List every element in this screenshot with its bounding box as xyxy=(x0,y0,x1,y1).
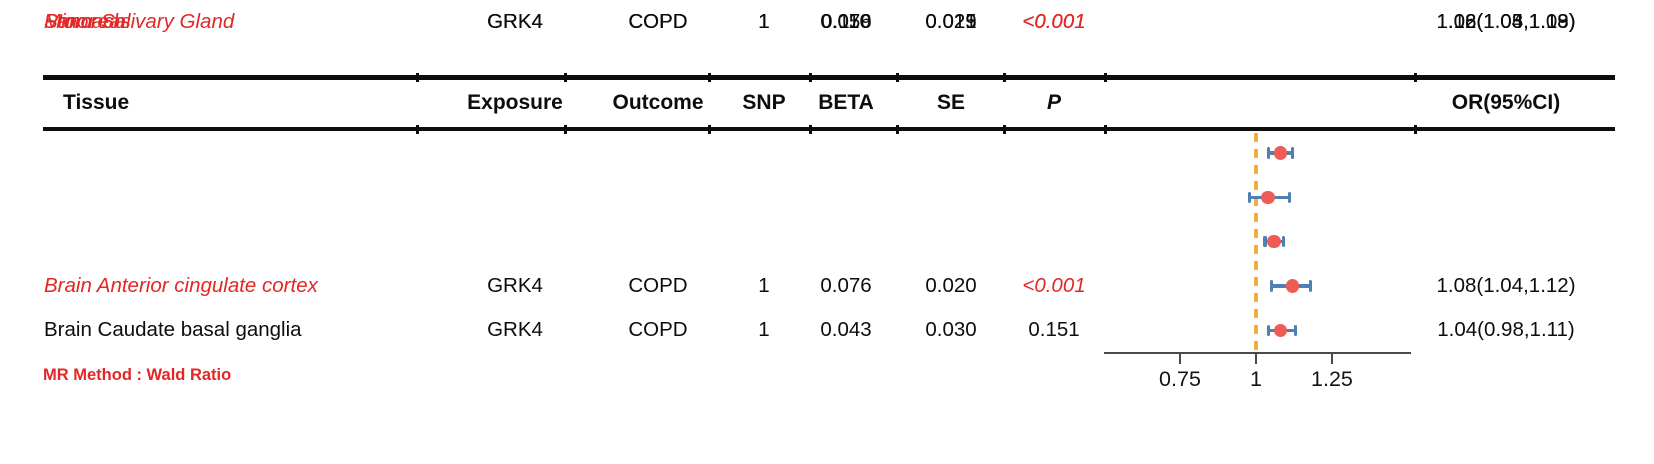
column-boundary-tick xyxy=(708,124,711,134)
snp-cell: 1 xyxy=(758,273,770,297)
se-cell: 0.015 xyxy=(925,10,977,33)
table-top-rule xyxy=(43,75,1615,80)
confidence-interval-cap xyxy=(1248,191,1252,204)
exposure-cell: GRK4 xyxy=(487,10,543,33)
or-ci-cell: 1.08(1.04,1.12) xyxy=(1436,273,1576,297)
p-value-cell: 0.151 xyxy=(1028,318,1080,342)
tissue-cell: Pancreas xyxy=(44,10,131,33)
x-axis-tick-label: 0.75 xyxy=(1159,367,1201,391)
confidence-interval-cap xyxy=(1309,280,1313,292)
outcome-cell: COPD xyxy=(628,10,688,33)
table-row: Minor Salivary Gland GRK4 COPD 1 0.056 0… xyxy=(0,0,1654,44)
x-axis-tick xyxy=(1330,352,1333,364)
p-value-cell: <0.001 xyxy=(1022,10,1086,33)
odds-ratio-point xyxy=(1273,323,1288,338)
column-boundary-tick xyxy=(708,73,711,82)
column-boundary-tick xyxy=(1414,124,1417,134)
se-cell: 0.029 xyxy=(925,10,977,33)
exposure-cell: GRK4 xyxy=(487,10,543,33)
tissue-cell: Minor Salivary Gland xyxy=(44,10,235,33)
table-row: Stomach GRK4 COPD 1 0.079 0.021 <0.001 1… xyxy=(0,0,1654,44)
header-tissue: Tissue xyxy=(63,91,130,114)
column-boundary-tick xyxy=(416,73,419,82)
beta-cell: 0.056 xyxy=(820,10,872,33)
x-axis-tick xyxy=(1178,352,1181,364)
beta-cell: 0.043 xyxy=(820,318,872,342)
header-beta: BETA xyxy=(818,91,874,114)
x-axis-tick-label: 1.25 xyxy=(1311,367,1353,391)
header-bottom-rule xyxy=(43,127,1615,131)
beta-cell: 0.110 xyxy=(821,10,871,33)
or-ci-cell: 1.08(1.04,1.13) xyxy=(1436,10,1576,33)
column-boundary-tick xyxy=(896,124,899,134)
outcome-cell: COPD xyxy=(628,273,688,297)
column-boundary-tick xyxy=(416,124,419,134)
header-p: P xyxy=(1046,91,1062,114)
table-row: Pancreas GRK4 COPD 1 0.110 0.029 <0.001 … xyxy=(0,0,1654,44)
snp-cell: 1 xyxy=(758,10,770,33)
x-axis-tick xyxy=(1254,352,1257,364)
exposure-cell: GRK4 xyxy=(487,10,543,33)
or-ci-cell: 1.06(1.03,1.09) xyxy=(1436,10,1576,33)
outcome-cell: COPD xyxy=(628,10,688,33)
outcome-cell: COPD xyxy=(628,10,688,33)
column-boundary-tick xyxy=(809,124,812,134)
column-boundary-tick xyxy=(564,73,567,82)
table-row: Brain Caudate basal ganglia GRK4 COPD 1 … xyxy=(0,308,1654,352)
column-boundary-tick xyxy=(896,73,899,82)
confidence-interval-cap xyxy=(1266,324,1270,337)
odds-ratio-point xyxy=(1285,279,1300,293)
forest-plot-panel: 0.75 1 1.25 xyxy=(1104,131,1411,411)
confidence-interval-cap xyxy=(1263,235,1267,248)
confidence-interval-cap xyxy=(1266,147,1270,159)
or-ci-cell: 1.04(0.98,1.11) xyxy=(1437,318,1575,342)
odds-ratio-point xyxy=(1261,190,1275,205)
header-outcome: Outcome xyxy=(612,91,704,114)
column-boundary-tick xyxy=(1104,124,1107,134)
outcome-cell: COPD xyxy=(628,318,688,342)
snp-cell: 1 xyxy=(758,318,770,342)
header-se: SE xyxy=(936,91,966,114)
header-or-ci: OR(95%CI) xyxy=(1451,91,1561,114)
se-cell: 0.020 xyxy=(925,273,977,297)
reference-line xyxy=(1254,133,1258,354)
se-cell: 0.030 xyxy=(925,318,977,342)
exposure-cell: GRK4 xyxy=(487,273,543,297)
tissue-cell: Stomach xyxy=(44,10,125,33)
tissue-cell: Brain Anterior cingulate cortex xyxy=(44,273,318,297)
column-boundary-tick xyxy=(1003,73,1006,82)
snp-cell: 1 xyxy=(758,10,770,33)
confidence-interval-cap xyxy=(1269,280,1273,292)
beta-cell: 0.076 xyxy=(820,273,872,297)
table-row: Brain Anterior cingulate cortex GRK4 COP… xyxy=(0,264,1654,308)
confidence-interval-cap xyxy=(1287,191,1291,204)
snp-cell: 1 xyxy=(758,10,770,33)
confidence-interval-cap xyxy=(1290,147,1295,159)
beta-cell: 0.079 xyxy=(820,10,872,33)
column-boundary-tick xyxy=(809,73,812,82)
x-axis-tick-label: 1 xyxy=(1249,367,1262,391)
column-boundary-tick xyxy=(564,124,567,134)
or-ci-cell: 1.12(1.05,1.18) xyxy=(1436,10,1576,33)
p-value-cell: <0.001 xyxy=(1022,273,1086,297)
exposure-cell: GRK4 xyxy=(487,318,543,342)
p-value-cell: <0.001 xyxy=(1022,10,1086,33)
column-boundary-tick xyxy=(1414,73,1417,82)
x-axis-line xyxy=(1104,352,1411,354)
header-snp: SNP xyxy=(742,91,786,114)
table-header-row: Tissue Exposure Outcome SNP BETA SE P OR… xyxy=(0,83,1654,123)
header-exposure: Exposure xyxy=(467,91,563,114)
se-cell: 0.021 xyxy=(925,10,977,33)
odds-ratio-point xyxy=(1273,146,1288,160)
column-boundary-tick xyxy=(1104,73,1107,82)
odds-ratio-point xyxy=(1267,234,1281,249)
confidence-interval-cap xyxy=(1293,324,1298,337)
p-value-cell: <0.001 xyxy=(1022,10,1086,33)
confidence-interval-cap xyxy=(1281,235,1285,248)
mr-method-note: MR Method : Wald Ratio xyxy=(43,366,232,384)
column-boundary-tick xyxy=(1003,124,1006,134)
tissue-cell: Brain Caudate basal ganglia xyxy=(44,318,302,342)
